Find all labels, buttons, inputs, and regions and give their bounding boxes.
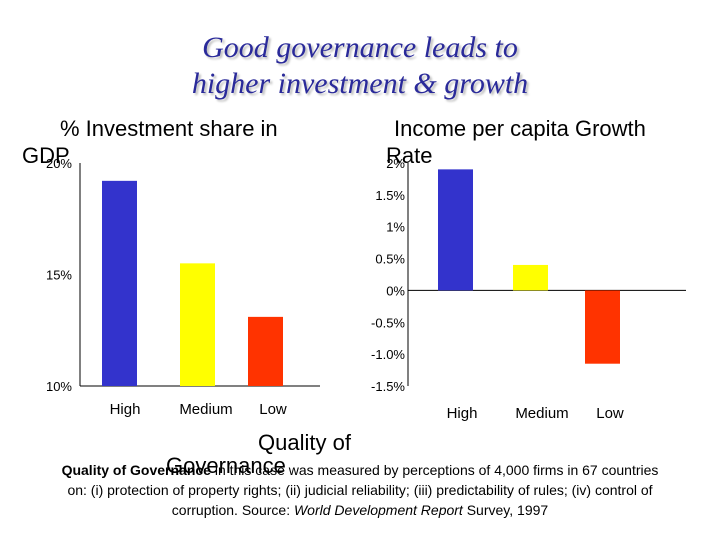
footnote-line3: corruption. Source: World Development Re… bbox=[0, 500, 720, 520]
chart1-title-line2: GDP bbox=[22, 143, 70, 168]
chart1-category-label: Medium bbox=[179, 401, 232, 418]
chart2-y-tick-label: -1.0% bbox=[371, 347, 405, 362]
chart1-title-line1: % Investment share in bbox=[60, 116, 278, 141]
chart2-y-tick-label: 1.5% bbox=[375, 188, 405, 203]
chart2-title-line1: Income per capita Growth bbox=[394, 116, 646, 141]
chart1-bar-low bbox=[248, 316, 283, 386]
footnote-line1-rest: in this case was measured by perceptions… bbox=[210, 462, 659, 478]
chart2-y-tick-label: 2% bbox=[386, 156, 405, 171]
slide-title-line2: higher investment & growth bbox=[191, 67, 529, 100]
footnote: Quality of Governance in this case was m… bbox=[0, 460, 720, 520]
chart1-y-tick-label: 15% bbox=[46, 268, 72, 283]
chart1-bar-medium bbox=[180, 263, 215, 386]
chart2-y-tick-label: 0% bbox=[386, 283, 405, 298]
chart2-y-tick-label: -0.5% bbox=[371, 315, 405, 330]
x-axis-label-line2: Governance bbox=[166, 453, 286, 478]
chart2-bar-low bbox=[585, 290, 620, 364]
footnote-line1: Quality of Governance in this case was m… bbox=[0, 460, 720, 480]
chart2-category-label: Low bbox=[596, 405, 624, 422]
chart2-y-tick-label: -1.5% bbox=[371, 379, 405, 394]
footnote-lead: Quality of Governance bbox=[61, 462, 211, 478]
chart1-y-tick-label: 10% bbox=[46, 379, 72, 394]
chart2-bar-high bbox=[438, 169, 473, 291]
footnote-source: World Development Report bbox=[293, 502, 463, 518]
chart1-category-label: Low bbox=[259, 401, 287, 418]
chart2-title-line2: Rate bbox=[386, 143, 433, 168]
chart2-category-label: High bbox=[447, 405, 478, 422]
slide-title-line1: Good governance leads to bbox=[202, 31, 518, 64]
chart2-y-tick-label: 1% bbox=[386, 220, 405, 235]
footnote-line3-pre: corruption. Source: bbox=[171, 502, 294, 518]
chart2-y-tick-label: 0.5% bbox=[375, 252, 405, 267]
chart1-category-label: High bbox=[110, 401, 141, 418]
footnote-line3-post: Survey, 1997 bbox=[462, 502, 549, 518]
chart1-y-tick-label: 20% bbox=[46, 156, 72, 171]
footnote-line2: on: (i) protection of property rights; (… bbox=[67, 482, 653, 498]
chart1-bar-high bbox=[102, 180, 137, 386]
chart2-bar-medium bbox=[513, 264, 548, 291]
chart2-category-label: Medium bbox=[515, 405, 568, 422]
x-axis-label-line1: Quality of bbox=[258, 430, 351, 455]
